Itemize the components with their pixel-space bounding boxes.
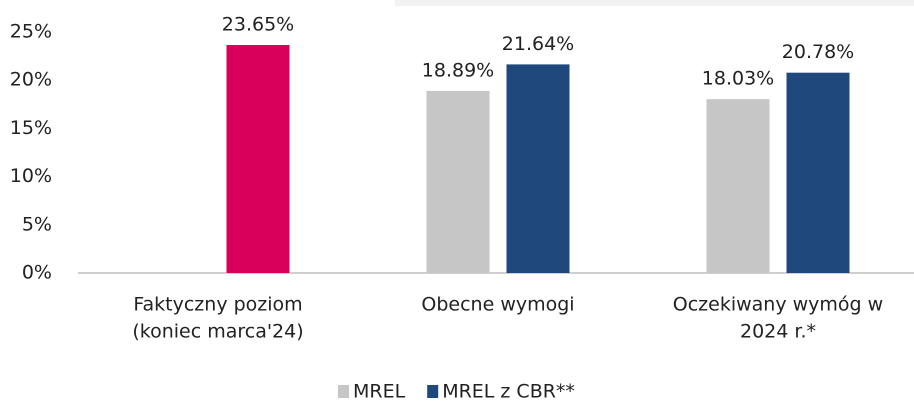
legend-swatch	[338, 385, 349, 398]
x-tick-label: 2024 r.*	[740, 321, 816, 343]
legend-label: MREL z CBR**	[442, 381, 575, 403]
value-label: 23.65%	[222, 14, 294, 36]
y-tick-label: 20%	[10, 69, 52, 91]
bar	[706, 99, 770, 274]
y-tick-label: 15%	[10, 117, 52, 139]
bar	[786, 72, 850, 273]
legend-swatch	[427, 385, 439, 398]
y-tick-label: 5%	[22, 213, 52, 235]
y-tick-label: 10%	[10, 165, 52, 187]
bar	[426, 90, 490, 274]
bar	[506, 64, 570, 273]
x-tick-label: Obecne wymogi	[421, 294, 574, 316]
bar	[226, 45, 290, 273]
y-tick-label: 0%	[22, 262, 52, 284]
value-label: 18.89%	[422, 59, 494, 81]
x-tick-label: Oczekiwany wymóg w	[673, 294, 883, 316]
x-tick-label: (koniec marca'24)	[132, 321, 303, 343]
value-label: 20.78%	[782, 41, 854, 63]
legend-label: MREL	[353, 381, 406, 403]
y-tick-label: 25%	[10, 21, 52, 43]
value-label: 21.64%	[502, 33, 574, 55]
overlay-edge	[395, 0, 914, 6]
x-tick-label: Faktyczny poziom	[133, 294, 302, 316]
value-label: 18.03%	[702, 68, 774, 90]
